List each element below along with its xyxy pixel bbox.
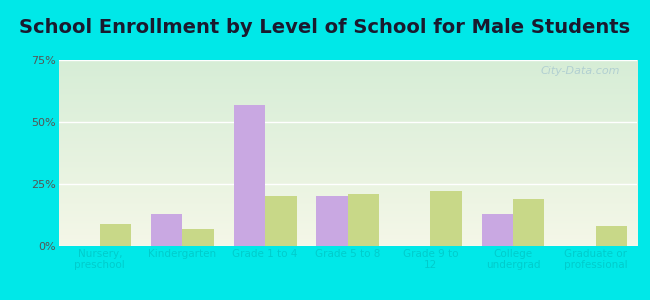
Bar xyxy=(513,199,545,246)
Bar xyxy=(430,191,461,246)
Bar xyxy=(151,214,183,246)
Bar xyxy=(348,194,379,246)
Bar xyxy=(183,229,214,246)
Bar xyxy=(595,226,627,246)
Bar xyxy=(482,214,513,246)
Bar xyxy=(317,196,348,246)
Bar xyxy=(100,224,131,246)
Bar xyxy=(234,105,265,246)
Text: City-Data.com: City-Data.com xyxy=(540,66,619,76)
Text: School Enrollment by Level of School for Male Students: School Enrollment by Level of School for… xyxy=(20,18,630,37)
Bar xyxy=(265,196,296,246)
